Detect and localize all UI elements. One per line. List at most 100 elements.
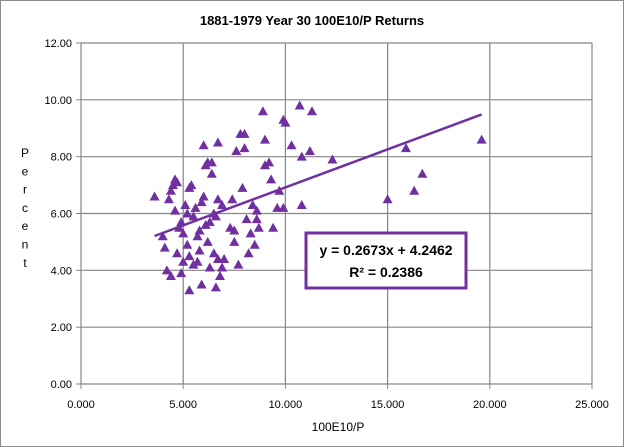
data-point [192,231,203,241]
data-point [217,262,228,272]
data-point [208,248,219,258]
data-point [188,211,199,221]
data-point [212,137,223,147]
data-point [264,157,275,167]
data-point [182,239,193,249]
data-points [149,100,487,295]
data-point [259,160,270,170]
data-point [304,145,315,155]
data-point [243,248,254,258]
data-point [159,242,170,252]
data-point [149,191,160,201]
data-point [306,106,317,116]
data-point [192,256,203,266]
data-point [180,199,191,209]
data-point [296,199,307,209]
trendline [154,113,483,238]
data-point [241,214,252,224]
data-point [184,251,195,261]
x-tick-label: 20.000 [473,399,507,411]
data-point [176,217,187,227]
axes [76,42,593,389]
data-point [231,145,242,155]
data-point [196,197,207,207]
data-point [198,140,209,150]
data-point [206,168,217,178]
data-point [249,239,260,249]
data-point [476,134,487,144]
y-axis-title-letter: t [23,256,27,270]
y-tick-label: 6.00 [51,209,72,221]
data-point [163,194,174,204]
data-point [194,245,205,255]
data-point [206,157,217,167]
data-point [257,106,268,116]
equation-box-border [304,231,468,290]
data-point [178,256,189,266]
data-point [294,100,305,110]
data-point [417,168,428,178]
y-axis-title-letter: e [22,219,29,233]
data-point [200,219,211,229]
data-point [157,231,168,241]
data-point [229,236,240,246]
data-point [219,253,230,263]
data-point [172,177,183,187]
y-tick-label: 0.00 [51,379,72,391]
data-point [204,217,215,227]
data-point [268,222,279,232]
data-point [190,202,201,212]
data-point [214,271,225,281]
data-point [239,143,250,153]
trendline-layer [154,113,483,238]
y-axis-title-letter: c [22,201,28,215]
data-point [247,199,258,209]
y-axis-title-letter: n [22,238,29,252]
data-point [217,199,228,209]
data-point [174,222,185,232]
data-point [253,222,264,232]
data-point [161,265,172,275]
tick-labels: 0.000 5.000 10.000 15.000 20.000 25.000 0.00 2.… [44,38,608,411]
data-point [274,185,285,195]
data-point [210,282,221,292]
data-point [266,174,277,184]
data-point [237,182,248,192]
data-point [178,228,189,238]
data-point [204,262,215,272]
y-axis-title-letter: P [21,146,29,160]
data-point [286,140,297,150]
chart-title: 1881-1979 Year 30 100E10/P Returns [200,13,424,28]
data-point [382,194,393,204]
data-point [188,259,199,269]
x-tick-label: 15.000 [371,399,405,411]
data-point [229,225,240,235]
x-tick-label: 5.000 [169,399,197,411]
data-point [280,117,291,127]
trendline-equation: y = 0.2673x + 4.2462 [319,242,452,258]
y-tick-label: 8.00 [51,152,72,164]
data-point [212,194,223,204]
x-tick-label: 25.000 [575,399,609,411]
data-point [245,228,256,238]
data-point [182,208,193,218]
data-point [296,151,307,161]
data-point [327,154,338,164]
y-tick-label: 4.00 [51,265,72,277]
data-point [194,225,205,235]
data-point [202,236,213,246]
data-point [196,279,207,289]
gridlines [81,42,593,384]
x-tick-label: 10.000 [269,399,303,411]
data-point [233,259,244,269]
data-point [210,211,221,221]
y-axis-title-letter: r [23,183,27,197]
data-point [239,128,250,138]
y-tick-label: 2.00 [51,322,72,334]
data-point [251,205,262,215]
data-point [251,214,262,224]
data-point [198,191,209,201]
